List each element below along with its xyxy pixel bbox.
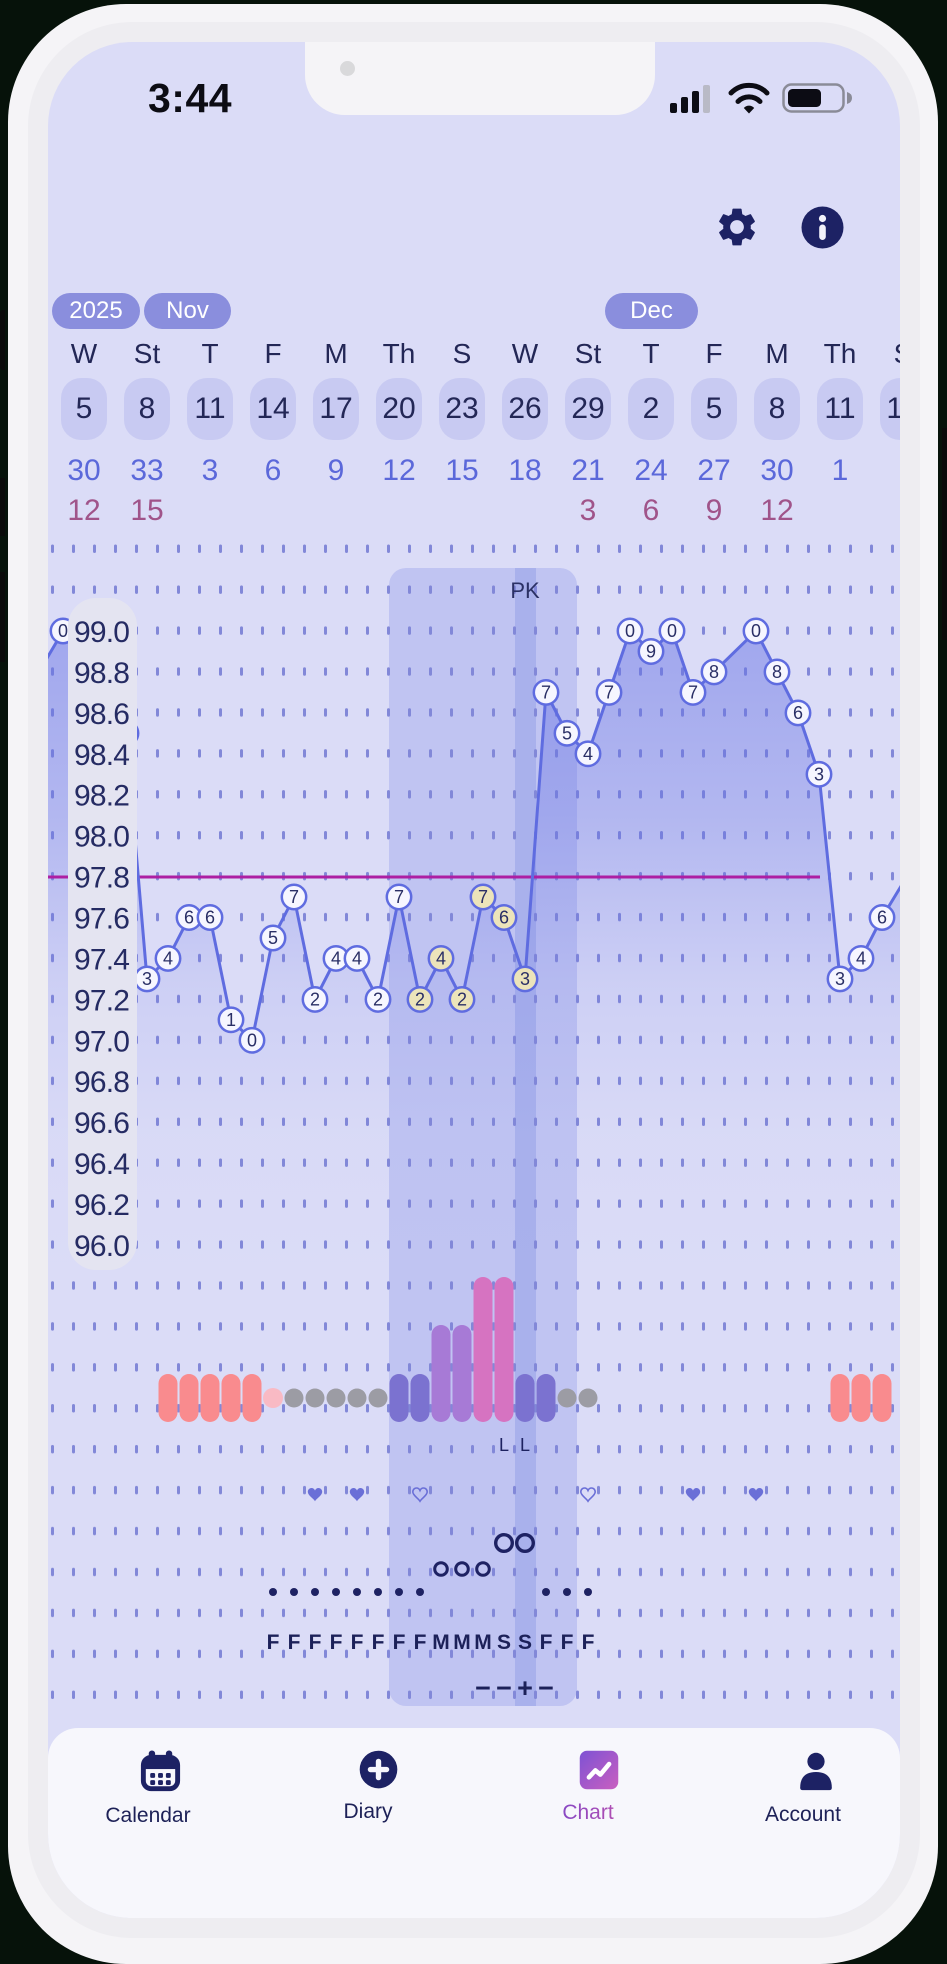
svg-text:96.6: 96.6 — [74, 1107, 129, 1140]
svg-text:L: L — [499, 1435, 509, 1455]
svg-text:98.4: 98.4 — [74, 739, 129, 772]
svg-text:7: 7 — [688, 683, 698, 703]
svg-text:96.8: 96.8 — [74, 1066, 129, 1099]
svg-text:5: 5 — [562, 724, 572, 744]
svg-text:F: F — [414, 1631, 427, 1654]
svg-text:7: 7 — [478, 887, 488, 907]
svg-text:−: − — [475, 1673, 491, 1703]
svg-text:F: F — [351, 1631, 364, 1654]
svg-text:2: 2 — [373, 990, 383, 1010]
svg-text:6: 6 — [205, 908, 215, 928]
svg-text:M: M — [474, 1631, 492, 1654]
svg-text:F: F — [267, 1631, 280, 1654]
svg-text:0: 0 — [625, 621, 635, 641]
svg-text:S: S — [518, 1631, 532, 1654]
svg-text:F: F — [561, 1631, 574, 1654]
svg-text:98.0: 98.0 — [74, 821, 129, 854]
svg-text:9: 9 — [646, 642, 656, 662]
svg-text:8: 8 — [772, 662, 782, 682]
svg-text:4: 4 — [163, 949, 173, 969]
svg-text:F: F — [330, 1631, 343, 1654]
svg-text:6: 6 — [877, 908, 887, 928]
svg-text:5: 5 — [268, 928, 278, 948]
svg-text:7: 7 — [289, 887, 299, 907]
svg-text:F: F — [309, 1631, 322, 1654]
svg-text:96.2: 96.2 — [74, 1189, 129, 1222]
svg-text:F: F — [540, 1631, 553, 1654]
svg-text:1: 1 — [226, 1010, 236, 1030]
svg-text:96.4: 96.4 — [74, 1148, 129, 1181]
svg-text:4: 4 — [331, 949, 341, 969]
svg-text:4: 4 — [856, 949, 866, 969]
svg-text:3: 3 — [520, 969, 530, 989]
svg-text:0: 0 — [58, 621, 68, 641]
svg-text:L: L — [520, 1435, 530, 1455]
svg-text:4: 4 — [436, 949, 446, 969]
svg-text:3: 3 — [142, 969, 152, 989]
svg-text:PK: PK — [510, 578, 540, 603]
svg-text:2: 2 — [415, 990, 425, 1010]
svg-text:2: 2 — [310, 990, 320, 1010]
svg-text:98.6: 98.6 — [74, 698, 129, 731]
svg-text:0: 0 — [751, 621, 761, 641]
svg-text:F: F — [372, 1631, 385, 1654]
svg-text:7: 7 — [541, 683, 551, 703]
svg-text:3: 3 — [814, 765, 824, 785]
svg-text:M: M — [432, 1631, 450, 1654]
svg-text:97.0: 97.0 — [74, 1025, 129, 1058]
svg-text:96.0: 96.0 — [74, 1230, 129, 1263]
svg-text:−: − — [496, 1673, 512, 1703]
svg-text:0: 0 — [667, 621, 677, 641]
svg-text:0: 0 — [247, 1031, 257, 1051]
svg-text:98.2: 98.2 — [74, 780, 129, 813]
svg-text:M: M — [453, 1631, 471, 1654]
svg-text:F: F — [288, 1631, 301, 1654]
svg-text:97.2: 97.2 — [74, 984, 129, 1017]
svg-text:97.4: 97.4 — [74, 943, 129, 976]
svg-text:−: − — [538, 1673, 554, 1703]
svg-text:6: 6 — [184, 908, 194, 928]
svg-text:99.0: 99.0 — [74, 616, 129, 649]
svg-text:7: 7 — [604, 683, 614, 703]
svg-text:7: 7 — [394, 887, 404, 907]
svg-text:6: 6 — [793, 703, 803, 723]
svg-text:3: 3 — [835, 969, 845, 989]
svg-text:4: 4 — [583, 744, 593, 764]
svg-text:+: + — [517, 1673, 533, 1703]
svg-text:6: 6 — [499, 908, 509, 928]
svg-text:2: 2 — [457, 990, 467, 1010]
svg-text:S: S — [497, 1631, 511, 1654]
svg-text:97.8: 97.8 — [74, 862, 129, 895]
svg-text:4: 4 — [352, 949, 362, 969]
svg-text:98.8: 98.8 — [74, 657, 129, 690]
svg-text:F: F — [582, 1631, 595, 1654]
svg-text:F: F — [393, 1631, 406, 1654]
svg-text:8: 8 — [709, 662, 719, 682]
svg-text:97.6: 97.6 — [74, 903, 129, 936]
